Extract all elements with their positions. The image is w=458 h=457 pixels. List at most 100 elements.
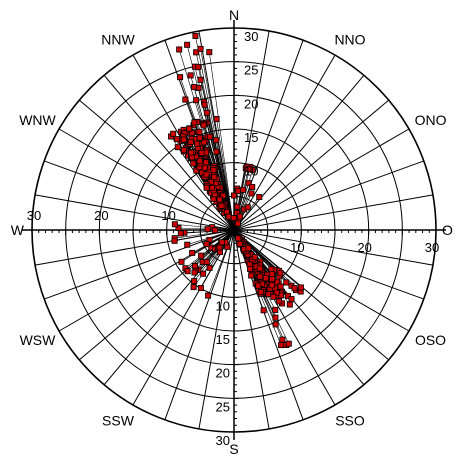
data-point xyxy=(216,196,223,203)
data-point xyxy=(206,49,213,56)
grid-spoke xyxy=(58,128,235,231)
tick-south-25: 25 xyxy=(216,399,230,414)
grid-spoke xyxy=(233,30,270,231)
grid-spoke xyxy=(233,229,390,361)
data-point xyxy=(268,266,275,273)
data-point xyxy=(196,128,203,135)
polar-grid xyxy=(22,20,446,440)
data-point xyxy=(245,180,252,187)
data-point xyxy=(206,264,213,271)
data-point xyxy=(196,157,203,164)
data-point xyxy=(203,241,210,248)
data-point xyxy=(256,265,263,272)
data-point xyxy=(210,167,217,174)
data-point xyxy=(272,321,279,328)
data-point xyxy=(268,271,275,278)
grid-spoke xyxy=(233,160,424,231)
direction-label-sso: SSO xyxy=(335,413,365,429)
data-point xyxy=(213,137,220,144)
direction-label-s: S xyxy=(229,441,238,457)
data-point xyxy=(203,109,210,116)
data-point xyxy=(187,72,194,79)
data-point xyxy=(283,279,290,286)
data-point xyxy=(196,134,203,141)
data-point xyxy=(213,116,220,123)
data-point xyxy=(218,202,225,209)
data-point xyxy=(201,164,208,171)
data-point xyxy=(245,166,252,173)
grid-spoke xyxy=(34,194,235,231)
data-point xyxy=(177,74,184,81)
data-point xyxy=(205,292,212,299)
data-point xyxy=(220,192,227,199)
data-point xyxy=(190,284,197,291)
data-point xyxy=(248,272,255,279)
data-point xyxy=(184,268,191,275)
tick-south-10: 10 xyxy=(216,298,230,313)
direction-label-w: W xyxy=(11,222,25,238)
tick-east-10: 10 xyxy=(290,240,304,255)
tick-west-10: 10 xyxy=(161,208,175,223)
data-point xyxy=(247,265,254,272)
data-point xyxy=(197,76,204,83)
data-point xyxy=(279,336,286,343)
data-point xyxy=(270,293,277,300)
data-point xyxy=(171,221,178,228)
data-point xyxy=(291,285,298,292)
data-point xyxy=(176,46,183,53)
data-point xyxy=(211,173,218,180)
grid-spoke xyxy=(233,229,424,300)
grid-spoke xyxy=(233,54,336,231)
data-point xyxy=(277,283,284,290)
tick-south-20: 20 xyxy=(216,366,230,381)
data-point xyxy=(273,289,280,296)
data-point xyxy=(187,138,194,145)
data-point xyxy=(257,273,264,280)
grid-spoke xyxy=(78,99,235,231)
direction-label-wnw: WNW xyxy=(19,112,56,128)
data-point xyxy=(244,204,251,211)
data-point xyxy=(184,241,191,248)
data-point xyxy=(288,296,295,303)
grid-spoke xyxy=(233,99,390,231)
data-point xyxy=(193,49,200,56)
data-point xyxy=(200,270,207,277)
data-point xyxy=(235,188,242,195)
data-point xyxy=(201,101,208,108)
data-point xyxy=(188,149,195,156)
direction-label-ono: ONO xyxy=(415,112,447,128)
point-spoke xyxy=(174,229,235,239)
tick-north-25: 25 xyxy=(244,63,258,78)
data-point xyxy=(269,276,276,283)
point-spoke xyxy=(192,229,235,254)
grid-spoke xyxy=(164,229,235,420)
grid-spoke xyxy=(233,128,410,231)
data-point xyxy=(245,245,252,252)
tick-east-20: 20 xyxy=(357,240,371,255)
tick-south-15: 15 xyxy=(216,332,230,347)
data-point xyxy=(277,270,284,277)
point-spoke xyxy=(174,229,235,242)
data-point xyxy=(216,244,223,251)
grid-spoke xyxy=(233,229,270,430)
data-point xyxy=(260,307,267,314)
data-markers xyxy=(168,32,304,349)
data-point xyxy=(197,285,204,292)
data-point xyxy=(286,301,293,308)
data-point xyxy=(234,220,241,227)
point-spoke xyxy=(216,118,235,231)
direction-label-n: N xyxy=(229,7,239,23)
tick-west-20: 20 xyxy=(94,208,108,223)
data-point xyxy=(234,203,241,210)
data-point xyxy=(213,148,220,155)
data-point xyxy=(272,314,279,321)
data-point xyxy=(207,133,214,140)
data-point xyxy=(272,306,279,313)
data-point xyxy=(212,227,219,234)
grid-spoke xyxy=(233,74,365,231)
data-point xyxy=(256,194,263,201)
data-point xyxy=(297,284,304,291)
data-point xyxy=(178,258,185,265)
data-point xyxy=(184,41,191,48)
data-point xyxy=(191,119,198,126)
